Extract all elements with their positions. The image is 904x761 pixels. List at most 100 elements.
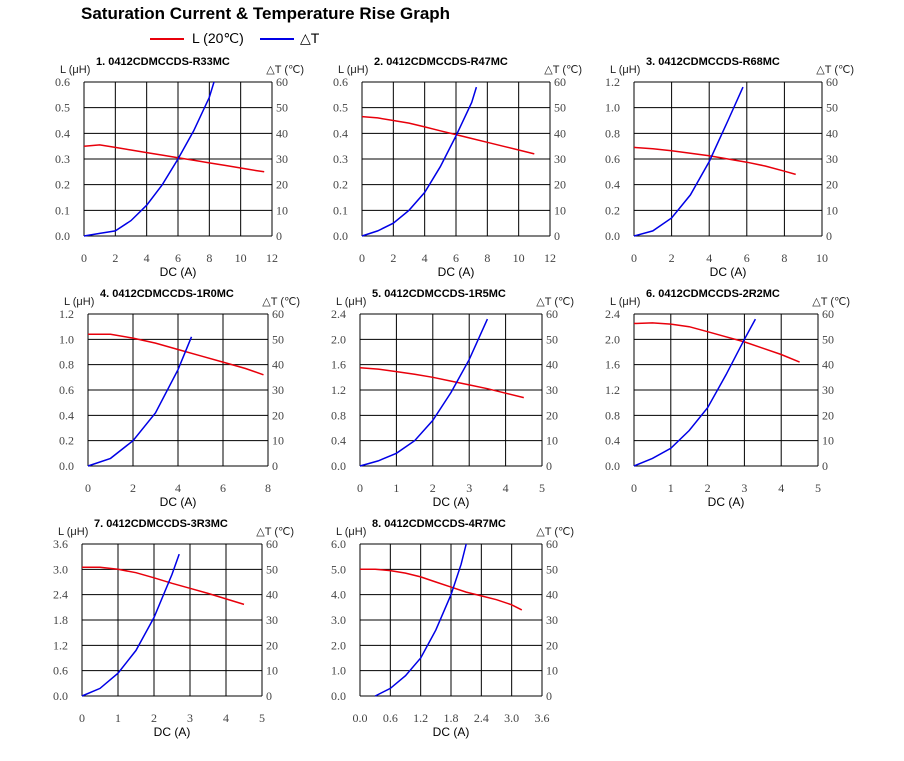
- y-tick-label: 0.6: [605, 152, 620, 166]
- y-tick-label: 1.2: [605, 75, 620, 89]
- x-tick-label: 1.2: [413, 711, 428, 725]
- y2-tick-label: 40: [546, 588, 558, 602]
- x-tick-label: 0.0: [353, 711, 368, 725]
- y2-tick-label: 40: [826, 126, 838, 140]
- y2-tick-label: 0: [276, 229, 282, 243]
- y2-tick-label: 10: [554, 203, 566, 217]
- y2-tick-label: 20: [266, 638, 278, 652]
- y-tick-label: 0.8: [331, 408, 346, 422]
- x-tick-label: 2: [430, 481, 436, 495]
- legend-label-inductance: L (20℃): [192, 30, 244, 46]
- x-tick-label: 0: [79, 711, 85, 725]
- x-tick-label: 10: [513, 251, 525, 265]
- y-tick-label: 1.0: [331, 664, 346, 678]
- y-tick-label: 3.6: [53, 537, 68, 551]
- x-tick-label: 8: [781, 251, 787, 265]
- x-tick-label: 1: [668, 481, 674, 495]
- inductance-line: [88, 333, 264, 376]
- y-tick-label: 4.0: [331, 588, 346, 602]
- y2-tick-label: 0: [822, 459, 828, 473]
- x-tick-label: 3.6: [535, 711, 550, 725]
- y-tick-label: 1.2: [605, 383, 620, 397]
- x-axis-label: DC (A): [160, 495, 197, 509]
- y-tick-label: 0.0: [333, 229, 348, 243]
- y2-tick-label: 20: [554, 178, 566, 192]
- y-tick-label: 2.4: [331, 307, 346, 321]
- y2-tick-label: 50: [276, 101, 288, 115]
- y2-tick-label: 10: [546, 664, 558, 678]
- y2-tick-label: 30: [826, 152, 838, 166]
- y2-tick-label: 60: [546, 307, 558, 321]
- x-tick-label: 10: [235, 251, 247, 265]
- y-tick-label: 0.0: [53, 689, 68, 703]
- y-tick-label: 1.0: [605, 101, 620, 115]
- temperature-rise-line: [81, 553, 180, 697]
- y-tick-label: 0.8: [605, 126, 620, 140]
- y2-tick-label: 60: [826, 75, 838, 89]
- chart-title: 3. 0412CDMCCDS-R68MC: [646, 56, 780, 68]
- y-tick-label: 2.4: [605, 307, 620, 321]
- x-axis-label: DC (A): [433, 725, 470, 739]
- x-tick-label: 5: [815, 481, 821, 495]
- temperature-rise-line: [87, 336, 193, 467]
- y2-axis-label: △T (℃): [812, 296, 850, 308]
- x-tick-label: 2: [669, 251, 675, 265]
- y2-tick-label: 10: [276, 203, 288, 217]
- inductance-line: [633, 322, 800, 363]
- y2-tick-label: 60: [822, 307, 834, 321]
- y-tick-label: 2.0: [331, 638, 346, 652]
- y-tick-label: 3.0: [53, 562, 68, 576]
- y-tick-label: 0.0: [59, 459, 74, 473]
- y-tick-label: 0.4: [55, 126, 70, 140]
- y2-axis-label: △T (℃): [262, 296, 300, 308]
- y-axis-label: L (μH): [338, 64, 368, 76]
- x-tick-label: 6: [744, 251, 750, 265]
- y-tick-label: 0.2: [605, 203, 620, 217]
- x-tick-label: 1: [393, 481, 399, 495]
- y-tick-label: 0.4: [59, 408, 74, 422]
- y-tick-label: 0.5: [333, 101, 348, 115]
- x-tick-label: 3: [466, 481, 472, 495]
- x-axis-label: DC (A): [160, 265, 197, 279]
- x-tick-label: 8: [206, 251, 212, 265]
- x-tick-label: 3: [187, 711, 193, 725]
- y2-tick-label: 60: [546, 537, 558, 551]
- y2-tick-label: 10: [272, 434, 284, 448]
- x-tick-label: 0: [631, 251, 637, 265]
- y-tick-label: 2.4: [53, 588, 68, 602]
- y2-tick-label: 0: [266, 689, 272, 703]
- y2-tick-label: 50: [546, 332, 558, 346]
- y-tick-label: 1.2: [331, 383, 346, 397]
- y2-tick-label: 60: [266, 537, 278, 551]
- y2-tick-label: 10: [546, 434, 558, 448]
- inductance-line: [83, 144, 265, 173]
- y2-tick-label: 60: [272, 307, 284, 321]
- temperature-rise-line: [633, 318, 757, 467]
- x-tick-label: 6: [453, 251, 459, 265]
- x-axis-label: DC (A): [433, 495, 470, 509]
- y2-tick-label: 40: [272, 358, 284, 372]
- y2-axis-label: △T (℃): [544, 64, 582, 76]
- y-tick-label: 1.6: [331, 358, 346, 372]
- y-tick-label: 0.0: [605, 229, 620, 243]
- y-tick-label: 0.6: [53, 664, 68, 678]
- y-tick-label: 5.0: [331, 562, 346, 576]
- x-tick-label: 2: [112, 251, 118, 265]
- x-tick-label: 1.8: [444, 711, 459, 725]
- chart-7: 0 1 2 3 4 5 0.0 0.6 1.2 1.8 2.4 3.0 3.6 0 10 20 30 40 50 60…: [53, 518, 294, 739]
- chart-title: 8. 0412CDMCCDS-4R7MC: [372, 518, 506, 530]
- x-tick-label: 3: [741, 481, 747, 495]
- x-tick-label: 0: [85, 481, 91, 495]
- y-tick-label: 6.0: [331, 537, 346, 551]
- x-tick-label: 4: [175, 481, 181, 495]
- inductance-line: [359, 367, 524, 399]
- y-tick-label: 0.2: [59, 434, 74, 448]
- y-tick-label: 0.0: [331, 459, 346, 473]
- x-tick-label: 6: [220, 481, 226, 495]
- y2-tick-label: 30: [546, 613, 558, 627]
- y-axis-label: L (μH): [336, 526, 366, 538]
- chart-8: 0.0 0.6 1.2 1.8 2.4 3.0 3.6 0.0 1.0 2.0 3.0 4.0 5.0 6…: [331, 518, 574, 739]
- chart-title: 7. 0412CDMCCDS-3R3MC: [94, 518, 228, 530]
- x-tick-label: 4: [778, 481, 784, 495]
- legend-label-temperature: △T: [300, 30, 320, 46]
